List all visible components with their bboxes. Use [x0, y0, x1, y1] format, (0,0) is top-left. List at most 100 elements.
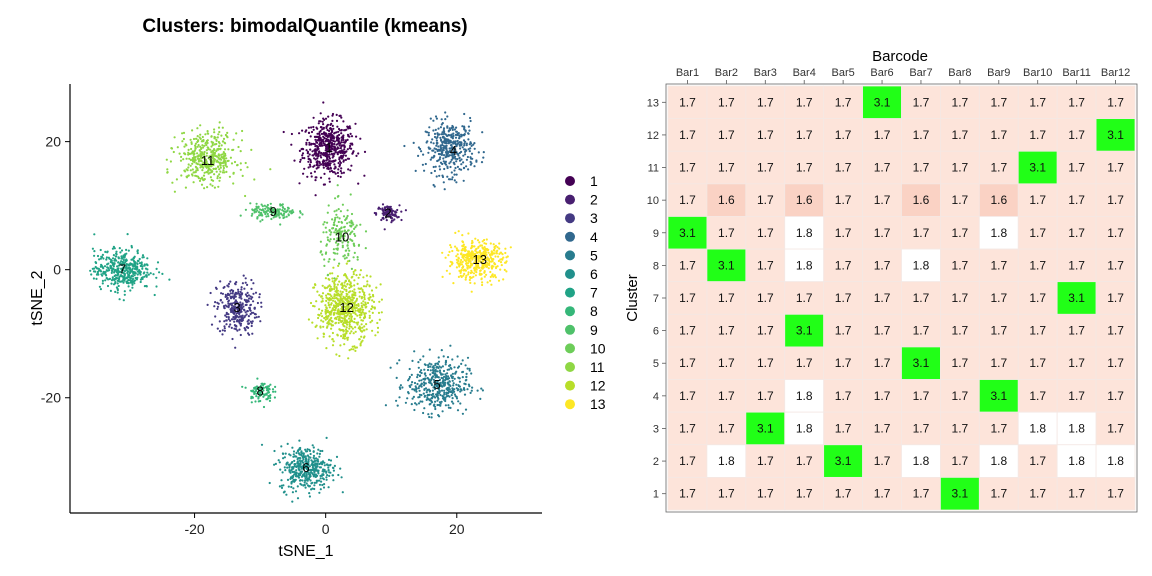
point	[344, 158, 347, 161]
point	[470, 242, 473, 245]
point	[327, 285, 330, 288]
point	[218, 320, 221, 323]
point	[241, 174, 244, 177]
point	[210, 323, 214, 326]
point	[485, 238, 488, 241]
point	[427, 378, 430, 381]
point	[250, 324, 253, 328]
point	[440, 139, 443, 142]
point	[338, 133, 341, 136]
point	[449, 390, 452, 393]
point	[441, 365, 444, 368]
point	[457, 400, 460, 403]
point	[327, 260, 330, 263]
point	[453, 393, 456, 396]
point	[357, 287, 360, 290]
point	[344, 298, 347, 301]
point	[350, 135, 354, 138]
point	[336, 334, 339, 337]
point	[221, 301, 224, 304]
point	[180, 155, 183, 158]
heatmap-value: 1.7	[835, 421, 852, 435]
cluster-label-6: 6	[302, 460, 309, 475]
point	[441, 143, 444, 147]
point	[116, 279, 119, 282]
point	[326, 128, 329, 132]
point	[136, 252, 139, 255]
point	[246, 295, 249, 298]
point	[213, 128, 216, 131]
point	[481, 246, 484, 249]
point	[128, 271, 131, 275]
point	[261, 205, 264, 208]
point	[359, 316, 362, 319]
point	[320, 139, 323, 142]
point	[262, 393, 265, 396]
point	[344, 218, 347, 222]
point	[455, 181, 458, 184]
point	[315, 149, 318, 152]
point	[488, 259, 491, 262]
point	[338, 262, 341, 265]
point	[324, 163, 327, 166]
point	[299, 457, 302, 460]
point	[241, 129, 244, 133]
point	[331, 277, 334, 280]
point	[465, 375, 468, 379]
point	[216, 136, 219, 139]
point	[317, 122, 320, 125]
point	[465, 274, 468, 277]
heatmap-value: 1.7	[1107, 161, 1124, 175]
point	[355, 224, 358, 227]
point	[448, 395, 451, 398]
point	[216, 307, 219, 310]
point	[429, 158, 432, 161]
point	[440, 153, 443, 156]
point	[462, 179, 465, 182]
point	[331, 112, 335, 116]
point	[219, 170, 222, 173]
point	[448, 388, 451, 391]
point	[241, 314, 244, 317]
point	[227, 285, 230, 288]
point	[266, 212, 269, 216]
point	[431, 138, 434, 141]
point	[340, 167, 343, 170]
point	[318, 462, 321, 466]
point	[312, 473, 315, 476]
point	[291, 500, 294, 503]
x-tick-label: -20	[184, 521, 204, 537]
point	[181, 132, 184, 135]
point	[351, 275, 354, 278]
point	[287, 485, 290, 488]
point	[299, 472, 302, 475]
point	[279, 468, 282, 471]
point	[339, 161, 342, 164]
point	[490, 250, 493, 253]
point	[329, 148, 332, 151]
point	[377, 207, 380, 210]
heatmap-value: 1.7	[835, 161, 852, 175]
point	[255, 316, 258, 319]
point	[315, 140, 318, 143]
point	[192, 159, 195, 162]
point	[380, 298, 383, 301]
point	[329, 297, 332, 300]
point	[96, 254, 100, 258]
legend-label-6: 6	[590, 266, 598, 282]
point	[213, 157, 216, 161]
point	[218, 130, 221, 134]
point	[468, 367, 471, 370]
point	[433, 155, 436, 158]
legend-swatch-9	[565, 324, 575, 335]
point	[249, 295, 252, 298]
point	[229, 323, 232, 326]
point	[444, 360, 448, 364]
point	[332, 340, 335, 343]
point	[295, 474, 298, 477]
heatmap-value: 3.1	[990, 389, 1007, 403]
point	[331, 280, 334, 283]
point	[459, 147, 462, 150]
point	[319, 326, 322, 329]
